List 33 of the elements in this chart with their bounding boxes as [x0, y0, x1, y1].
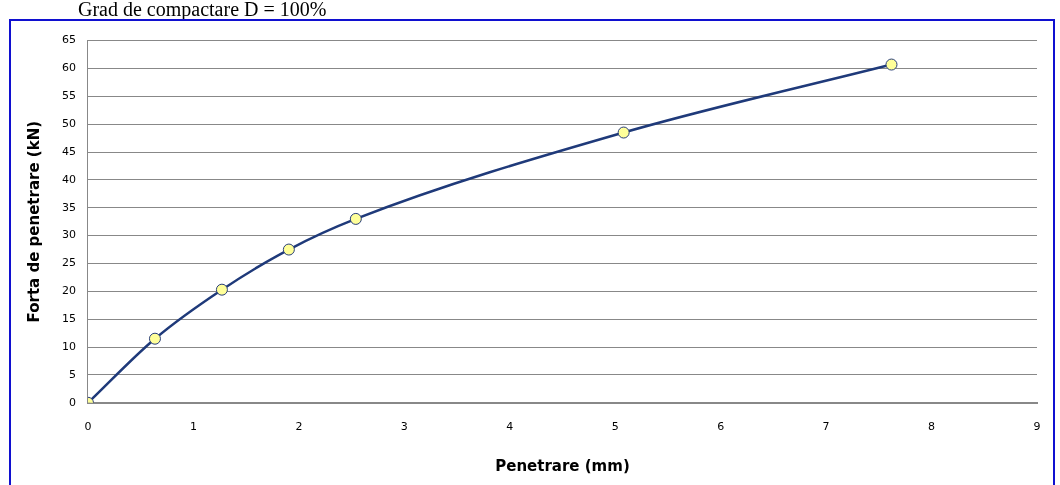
x-tick-label: 9	[1033, 420, 1041, 434]
x-tick-label: 5	[611, 420, 619, 434]
y-tick-label: 25	[62, 256, 76, 270]
x-tick-label: 0	[84, 420, 92, 434]
point	[349, 212, 362, 225]
x-tick-label: 2	[295, 420, 303, 434]
y-tick-label: 65	[62, 33, 76, 47]
x-tick-label: 3	[400, 420, 408, 434]
point	[885, 58, 898, 71]
y-tick-label: 10	[62, 339, 76, 353]
y-tick-label: 30	[62, 228, 76, 242]
y-tick-label: 5	[69, 367, 76, 381]
y-axis-title: Forta de penetrare (kN)	[24, 120, 43, 323]
y-tick-label: 50	[62, 117, 76, 131]
y-tick-label: 60	[62, 61, 76, 75]
chart-title: Grad de compactare D = 100%	[78, 0, 327, 21]
point	[215, 283, 228, 296]
point	[148, 332, 161, 345]
x-tick-label: 1	[189, 420, 197, 434]
y-tick-label: 35	[62, 200, 76, 214]
y-tick-label: 0	[69, 395, 76, 409]
point	[617, 126, 630, 139]
y-tick-label: 15	[62, 312, 76, 326]
x-tick-label: 8	[928, 420, 936, 434]
point	[282, 243, 295, 256]
y-tick-label: 45	[62, 144, 76, 158]
x-tick-label: 6	[717, 420, 725, 434]
x-tick-label: 4	[506, 420, 514, 434]
y-tick-label: 40	[62, 172, 76, 186]
x-axis-title: Penetrare (mm)	[495, 456, 630, 475]
y-tick-label: 20	[62, 284, 76, 298]
y-tick-label: 55	[62, 89, 76, 103]
x-tick-label: 7	[822, 420, 830, 434]
